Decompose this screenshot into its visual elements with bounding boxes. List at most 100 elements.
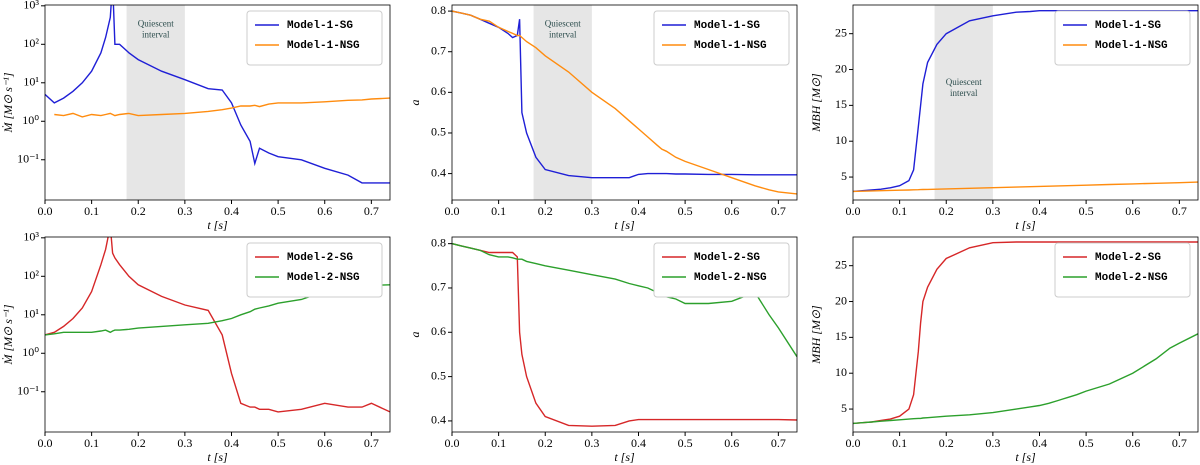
y-tick-label: 10² [23,36,39,50]
annotation: Quiescent interval [946,77,982,98]
x-tick-label: 0.1 [84,204,99,218]
x-tick-label: 0.6 [724,436,739,450]
y-tick-label: 0.4 [431,413,446,427]
legend-label: Model-2-SG [694,252,760,264]
series-line [452,242,797,427]
legend-label: Model-1-NSG [694,40,767,52]
annotation-line: Quiescent [138,19,174,29]
x-tick-label: 0.5 [271,436,286,450]
legend-label: Model-2-NSG [287,272,360,284]
x-tick-label: 0.3 [584,436,599,450]
y-axis-label: MBH [M⊙] [809,305,823,365]
y-tick-label: 10¹ [23,75,39,89]
x-tick-label: 0.2 [131,204,146,218]
y-tick-label: 10 [835,133,847,147]
x-axis-label: t [s] [614,450,635,464]
x-tick-label: 0.3 [985,204,1000,218]
y-axis-label: MBH [M⊙] [809,73,823,133]
x-axis-label: t [s] [207,218,228,232]
y-tick-label: 0.8 [431,3,446,17]
panel: Quiescent interval 0.0 0.1 0.2 0.3 0.4 0.5 0.6 0.… [809,4,1199,232]
annotation-line: interval [950,88,978,98]
x-tick-label: 0.7 [1172,204,1187,218]
y-tick-label: 20 [835,293,847,307]
y-tick-label: 10¹ [23,307,39,321]
y-tick-label: 20 [835,61,847,75]
y-tick-label: 10³ [23,0,39,12]
x-tick-label: 0.5 [1079,436,1094,450]
series-line [45,237,390,413]
x-tick-label: 0.3 [177,204,192,218]
y-tick-label: 10⁻¹ [17,152,39,166]
legend-label: Model-1-SG [1095,20,1161,32]
x-tick-label: 0.2 [538,436,553,450]
series-line [853,333,1198,425]
x-tick-label: 0.7 [364,436,379,450]
legend-label: Model-2-NSG [694,272,767,284]
x-tick-label: 0.0 [445,204,460,218]
legend-box [1054,242,1191,298]
y-tick-label: 10 [835,365,847,379]
x-tick-label: 0.3 [985,436,1000,450]
y-tick-label: 25 [835,25,847,39]
x-tick-label: 0.5 [1079,204,1094,218]
legend-label: Model-1-SG [287,20,353,32]
x-tick-label: 0.1 [892,204,907,218]
y-tick-label: 5 [841,169,847,183]
series-line [452,242,797,358]
plot-frame [852,4,1199,201]
y-tick-label: 10³ [23,230,39,244]
legend-box [1054,10,1191,66]
x-tick-label: 0.5 [678,436,693,450]
series-line [853,181,1198,193]
plot-frame [451,236,798,433]
legend-box [653,242,790,298]
x-tick-label: 0.0 [38,204,53,218]
series-line [54,97,390,118]
annotation: Quiescent interval [545,19,581,40]
legend-label: Model-1-NSG [1095,40,1168,52]
y-tick-label: 25 [835,257,847,271]
x-tick-label: 0.2 [939,436,954,450]
x-tick-label: 0.6 [1125,436,1140,450]
x-tick-label: 0.5 [678,204,693,218]
annotation: Quiescent interval [138,19,174,40]
x-tick-label: 0.2 [939,204,954,218]
annotation-line: interval [142,30,170,40]
x-axis-label: t [s] [1015,218,1036,232]
legend-box [246,10,383,66]
y-tick-label: 0.4 [431,165,446,179]
x-tick-label: 0.1 [491,204,506,218]
plot-frame [44,236,391,433]
x-tick-label: 0.0 [38,436,53,450]
y-tick-label: 10² [23,268,39,282]
legend-label: Model-2-SG [1095,252,1161,264]
legend-label: Model-1-NSG [287,40,360,52]
y-tick-label: 0.7 [431,280,446,294]
x-tick-label: 0.7 [771,436,786,450]
series-line [452,10,797,195]
x-tick-label: 0.6 [1125,204,1140,218]
annotation-line: Quiescent [946,77,982,87]
x-tick-label: 0.0 [445,436,460,450]
x-tick-label: 0.5 [271,204,286,218]
y-axis-label: a [408,332,422,338]
series-line [45,284,390,336]
x-tick-label: 0.3 [177,436,192,450]
series-line [853,241,1198,425]
x-axis-label: t [s] [207,450,228,464]
x-tick-label: 0.7 [364,204,379,218]
x-tick-label: 0.4 [1032,204,1047,218]
plot-frame [44,4,391,201]
x-tick-label: 0.1 [491,436,506,450]
x-axis-label: t [s] [1015,450,1036,464]
y-tick-label: 10⁻¹ [17,384,39,398]
y-axis-label: Ṁ [M⊙ s⁻¹] [1,304,15,365]
x-tick-label: 0.4 [224,436,239,450]
x-tick-label: 0.2 [131,436,146,450]
x-tick-label: 0.4 [631,204,646,218]
y-tick-label: 0.6 [431,324,446,338]
annotation-line: Quiescent [545,19,581,29]
panel: 0.0 0.1 0.2 0.3 0.4 0.5 0.6 0.7 0.4 0.5 0.6 0.7 0.8 t… [408,235,798,464]
